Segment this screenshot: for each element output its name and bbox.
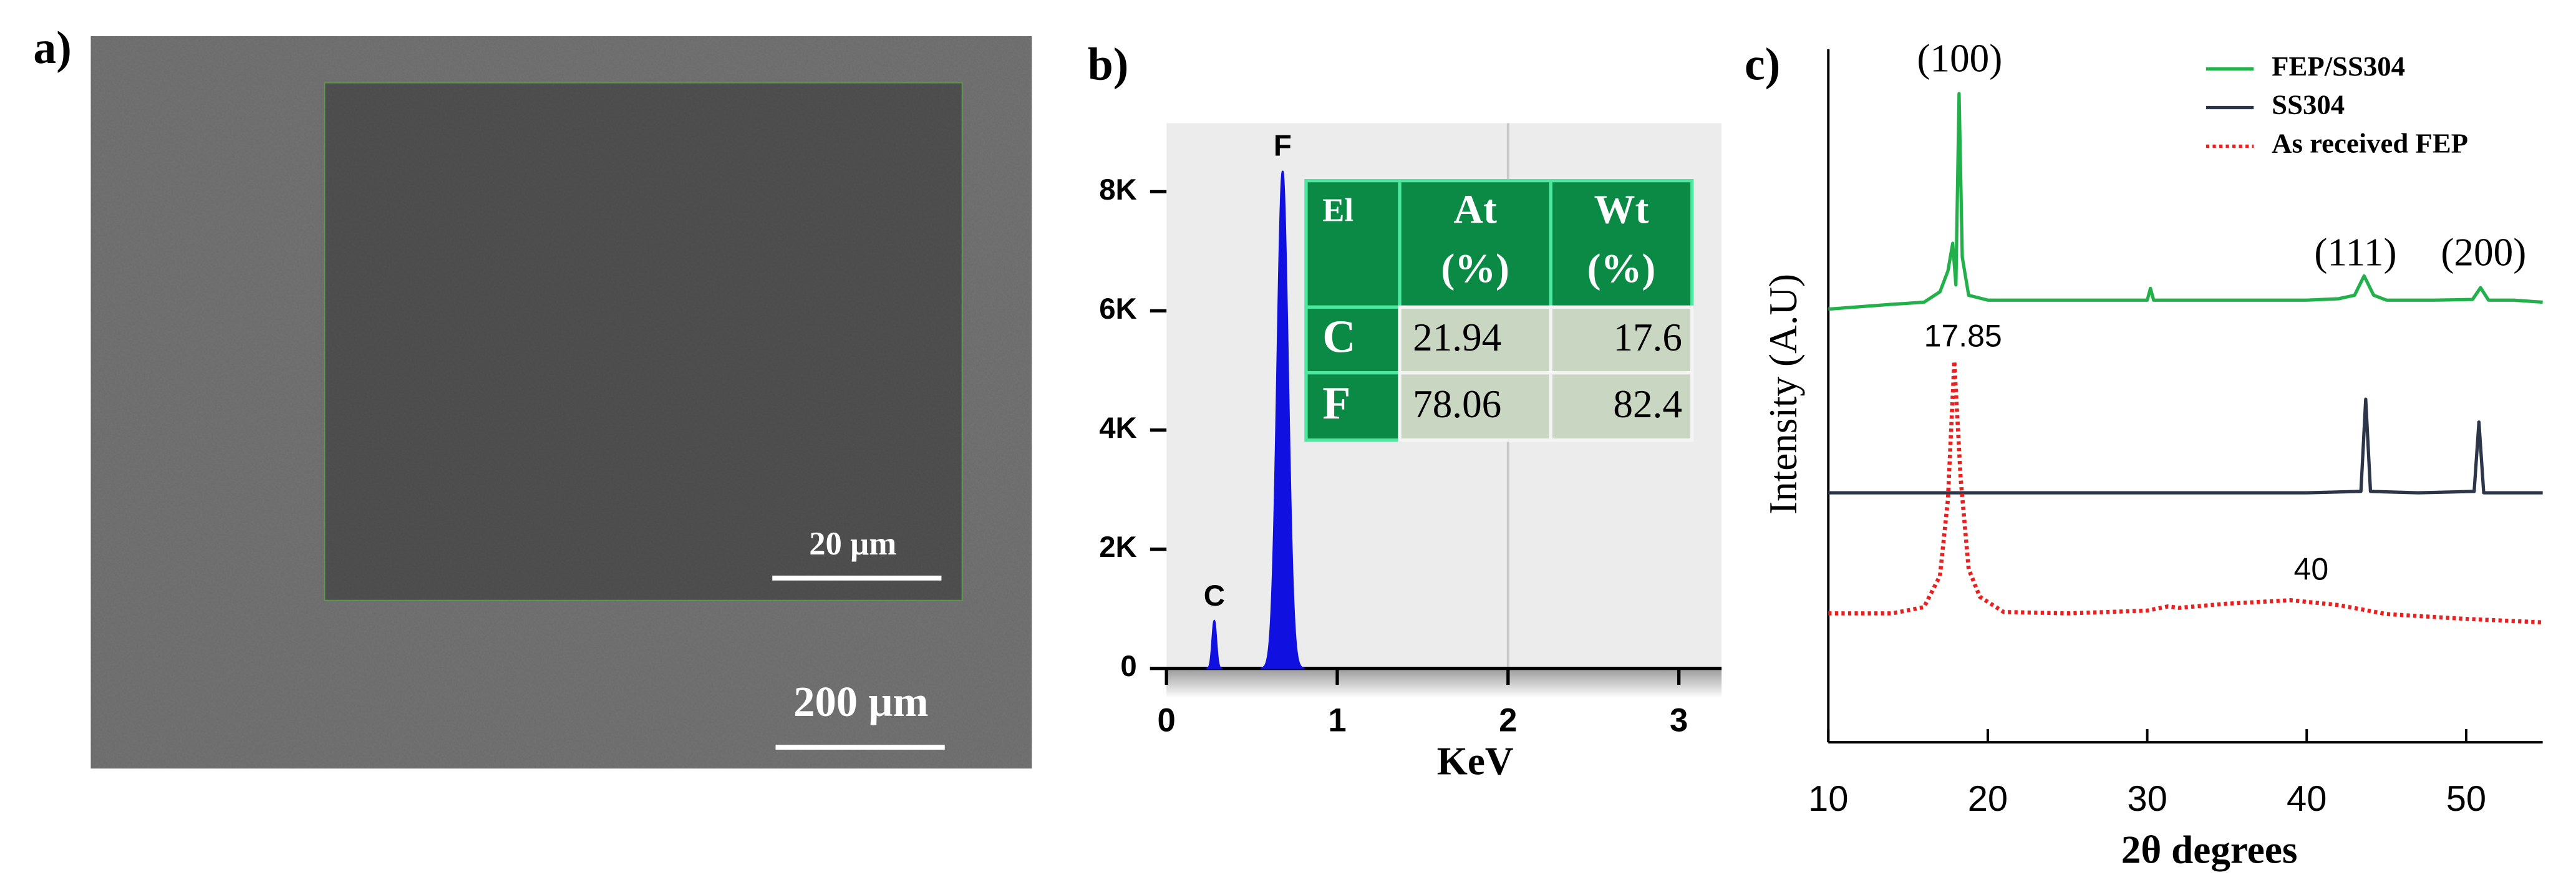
x-tick-label: 30 — [2127, 779, 2167, 819]
panel-label: b) — [1088, 39, 1129, 90]
panel-label: c) — [1745, 39, 1780, 90]
table-value: 17.6 — [1613, 316, 1682, 359]
table-header-text: (%) — [1441, 246, 1509, 291]
table-value: 82.4 — [1613, 382, 1682, 426]
panel-label: a) — [33, 22, 71, 73]
annotation: 17.85 — [1924, 319, 2002, 354]
annotation: (111) — [2314, 230, 2396, 274]
table-cell — [1398, 371, 1552, 442]
x-tick-label: 0 — [1158, 702, 1176, 738]
annotation: (200) — [2441, 230, 2526, 274]
table-value: 21.94 — [1413, 316, 1501, 359]
table-row-header — [1304, 371, 1402, 442]
x-tick-label: 10 — [1808, 779, 1848, 819]
inset-scale-label: 20 µm — [809, 526, 896, 562]
y-tick-label: 8K — [1099, 173, 1137, 206]
table-header-cell — [1549, 179, 1694, 309]
x-tick-label: 40 — [2287, 779, 2327, 819]
table-cell — [1549, 371, 1694, 442]
legend-label: As received FEP — [2272, 128, 2468, 159]
x-axis-label: 2θ degrees — [2121, 828, 2298, 872]
x-tick-label: 2 — [1499, 702, 1517, 738]
y-tick-label: 0 — [1120, 650, 1136, 683]
y-tick-label: 6K — [1099, 293, 1137, 326]
series-line — [1828, 397, 2543, 495]
series-line — [1828, 359, 2543, 625]
y-tick-label: 2K — [1099, 531, 1137, 564]
peak-label: C — [1204, 579, 1225, 612]
x-tick-label: 20 — [1968, 779, 2008, 819]
scale-label: 200 µm — [793, 678, 928, 725]
x-tick-label: 50 — [2446, 779, 2486, 819]
table-header-text: Wt — [1594, 186, 1649, 232]
x-axis-label: KeV — [1437, 739, 1514, 783]
plot-floor — [1166, 668, 1722, 699]
y-axis-label: Intensity (A.U) — [1761, 274, 1805, 515]
table-header-text: El — [1322, 192, 1353, 228]
table-header-text: At — [1453, 186, 1497, 232]
table-cell — [1549, 305, 1694, 375]
x-tick-label: 1 — [1328, 702, 1346, 738]
sem-inset — [322, 80, 964, 602]
series-line — [1828, 92, 2543, 311]
peak — [1261, 170, 1305, 669]
table-header-cell — [1398, 179, 1552, 309]
peak-label: F — [1274, 130, 1292, 163]
legend-label: FEP/SS304 — [2272, 51, 2405, 82]
annotation: (100) — [1917, 37, 2002, 80]
table-element: C — [1322, 311, 1355, 362]
x-tick-label: 3 — [1670, 702, 1688, 738]
table-header-text: (%) — [1587, 246, 1656, 291]
xrd-chart: 10 20 30 40 50 FEP/SS304 SS304 As received FEP (… — [1808, 37, 2543, 819]
table-row-header — [1304, 305, 1402, 375]
annotation: 40 — [2294, 552, 2329, 587]
peak — [1206, 619, 1223, 669]
legend-label: SS304 — [2272, 89, 2345, 120]
y-tick-label: 4K — [1099, 412, 1137, 445]
table-element: F — [1322, 377, 1350, 428]
table-value: 78.06 — [1413, 382, 1501, 426]
